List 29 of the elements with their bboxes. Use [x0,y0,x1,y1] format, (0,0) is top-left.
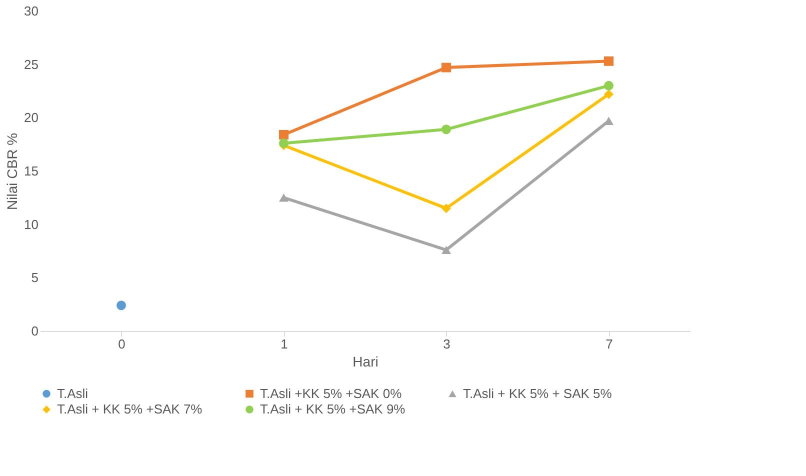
x-tick-label: 7 [606,336,613,352]
legend-label: T.Asli + KK 5% +SAK 9% [260,402,406,416]
point [604,89,614,99]
y-tick-label: 10 [24,216,38,232]
y-tick-label: 0 [31,324,38,338]
x-tick-label: 0 [118,336,126,352]
y-tick-label: 5 [31,270,38,286]
point [442,124,451,134]
x-axis-title: Hari [352,354,378,370]
legend-label: T.Asli [57,386,88,401]
point [279,138,288,148]
point [279,194,288,202]
point [442,246,451,254]
point [442,62,451,72]
y-tick-label: 20 [24,110,38,126]
y-tick-label: 25 [24,56,38,72]
point [116,300,126,310]
x-tick-label: 1 [280,336,288,352]
point [279,130,288,140]
x-tick-label: 3 [443,336,450,352]
point [442,204,451,214]
legend-label: T.Asli + KK 5% +SAK 7% [57,402,203,416]
legend-label: T.Asli +KK 5% +SAK 0% [260,386,402,401]
point [604,80,614,90]
y-tick-label: 15 [24,164,38,178]
point [604,56,614,66]
legend-label: T.Asli + KK 5% + SAK 5% [463,386,612,401]
y-tick-label: 30 [24,4,38,18]
y-axis-title: Nilai CBR % [4,132,20,210]
